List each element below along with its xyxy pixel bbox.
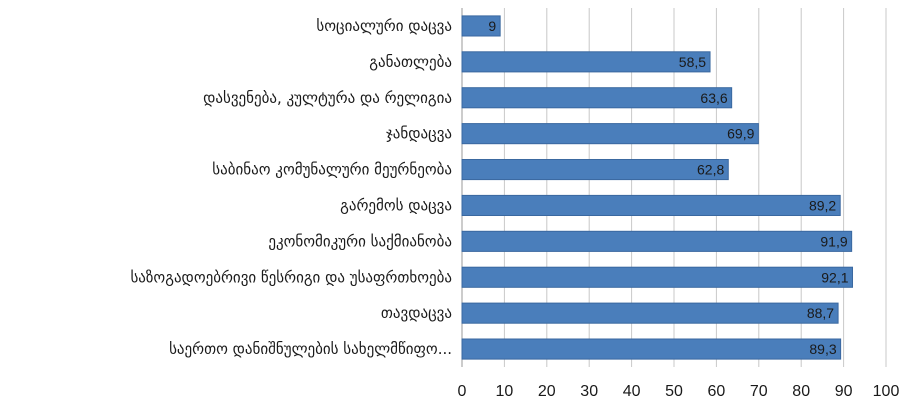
category-label: ჯანდაცვა xyxy=(386,125,452,143)
value-label: 88,7 xyxy=(807,305,834,321)
x-tick-label: 90 xyxy=(835,383,853,400)
value-label: 9 xyxy=(488,18,496,34)
category-label: თავდაცვა xyxy=(381,304,452,322)
x-tick-label: 100 xyxy=(873,383,900,400)
category-label: საბინაო კომუნალური მეურნეობა xyxy=(212,161,452,179)
value-label: 62,8 xyxy=(697,162,724,178)
category-label: დასვენება, კულტურა და რელიგია xyxy=(203,89,452,107)
bar xyxy=(461,87,733,109)
value-label: 89,3 xyxy=(809,341,836,357)
x-tick-label: 70 xyxy=(750,383,768,400)
bar xyxy=(461,15,501,37)
bar xyxy=(461,302,839,324)
x-tick-labels: 0 10 20 30 40 50 60 70 80 90 100 xyxy=(458,383,900,400)
x-tick-label: 10 xyxy=(496,383,514,400)
x-tick-label: 50 xyxy=(665,383,683,400)
x-tick-label: 0 xyxy=(458,383,467,400)
category-label: საერთო დანიშნულების სახელმწიფო... xyxy=(169,340,452,358)
value-label: 92,1 xyxy=(821,269,848,285)
category-label: გარემოს დაცვა xyxy=(340,196,452,214)
bar xyxy=(461,51,711,73)
x-tick-label: 20 xyxy=(538,383,556,400)
category-label: ეკონომიკური საქმიანობა xyxy=(268,232,452,250)
bar xyxy=(461,230,853,252)
value-label: 91,9 xyxy=(820,233,847,249)
x-tick-label: 80 xyxy=(792,383,810,400)
value-label: 89,2 xyxy=(809,197,836,213)
bar xyxy=(461,338,842,360)
x-tick-label: 30 xyxy=(580,383,598,400)
value-label: 58,5 xyxy=(679,54,706,70)
value-label: 63,6 xyxy=(700,90,727,106)
category-label: სოციალური დაცვა xyxy=(316,17,452,35)
bar xyxy=(461,266,854,288)
bar xyxy=(461,158,729,181)
category-labels: სოციალური დაცვა განათლება დასვენება, კულტუ… xyxy=(130,17,452,358)
bar xyxy=(461,123,759,145)
value-labels: 9 58,5 63,6 69,9 62,8 89,2 91,9 92,1 88,7 89,3 xyxy=(488,18,848,357)
x-tick-label: 60 xyxy=(708,383,726,400)
value-label: 69,9 xyxy=(727,126,754,142)
x-tick-label: 40 xyxy=(623,383,641,400)
bar xyxy=(461,194,841,217)
category-label: განათლება xyxy=(369,53,452,71)
bars xyxy=(461,15,854,360)
category-label: საზოგადოებრივი წესრიგი და უსაფრთხოება xyxy=(130,268,452,286)
